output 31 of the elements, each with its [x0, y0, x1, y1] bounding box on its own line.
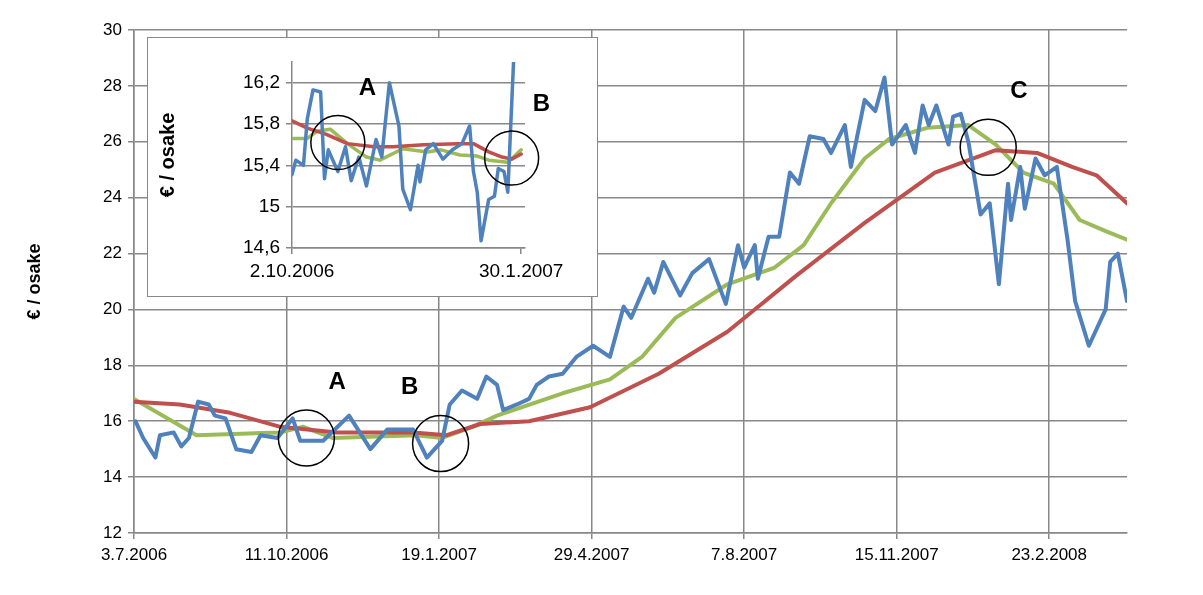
annotation: C — [1010, 75, 1028, 103]
y-tick-label: 22 — [103, 243, 122, 263]
y-tick-label: 30 — [103, 19, 122, 39]
y-tick-label: 28 — [103, 75, 122, 95]
y-axis-title: € / osake — [155, 112, 178, 198]
y-tick-label: 15 — [258, 194, 280, 216]
y-tick-label: 14 — [103, 466, 122, 486]
annotation: A — [328, 366, 346, 394]
y-tick-label: 15,8 — [243, 112, 280, 134]
annotation: A — [358, 73, 377, 101]
x-tick-label: 11.10.2006 — [244, 544, 329, 564]
x-tick-label: 3.7.2006 — [100, 544, 168, 564]
annotation: B — [532, 88, 550, 116]
y-tick-label: 18 — [103, 355, 122, 375]
annotation: B — [401, 372, 419, 400]
x-tick-label: 19.1.2007 — [401, 544, 477, 564]
y-tick-label: 15,4 — [243, 153, 281, 175]
x-tick-label: 2.10.2006 — [249, 259, 335, 281]
x-tick-label: 29.4.2007 — [553, 544, 630, 564]
y-tick-label: 16 — [103, 410, 122, 430]
y-axis-title: € / osake — [23, 243, 44, 320]
x-tick-label: 15.11.2007 — [854, 544, 939, 564]
y-tick-label: 20 — [103, 299, 122, 319]
y-tick-label: 14,6 — [243, 236, 280, 258]
y-tick-label: 26 — [103, 131, 122, 151]
y-tick-label: 12 — [103, 522, 122, 542]
x-tick-label: 23.2.2008 — [1011, 544, 1088, 564]
x-tick-label: 30.1.2007 — [478, 259, 564, 281]
y-tick-label: 16,2 — [243, 70, 280, 92]
y-tick-label: 24 — [103, 187, 122, 207]
x-tick-label: 7.8.2007 — [711, 544, 778, 564]
